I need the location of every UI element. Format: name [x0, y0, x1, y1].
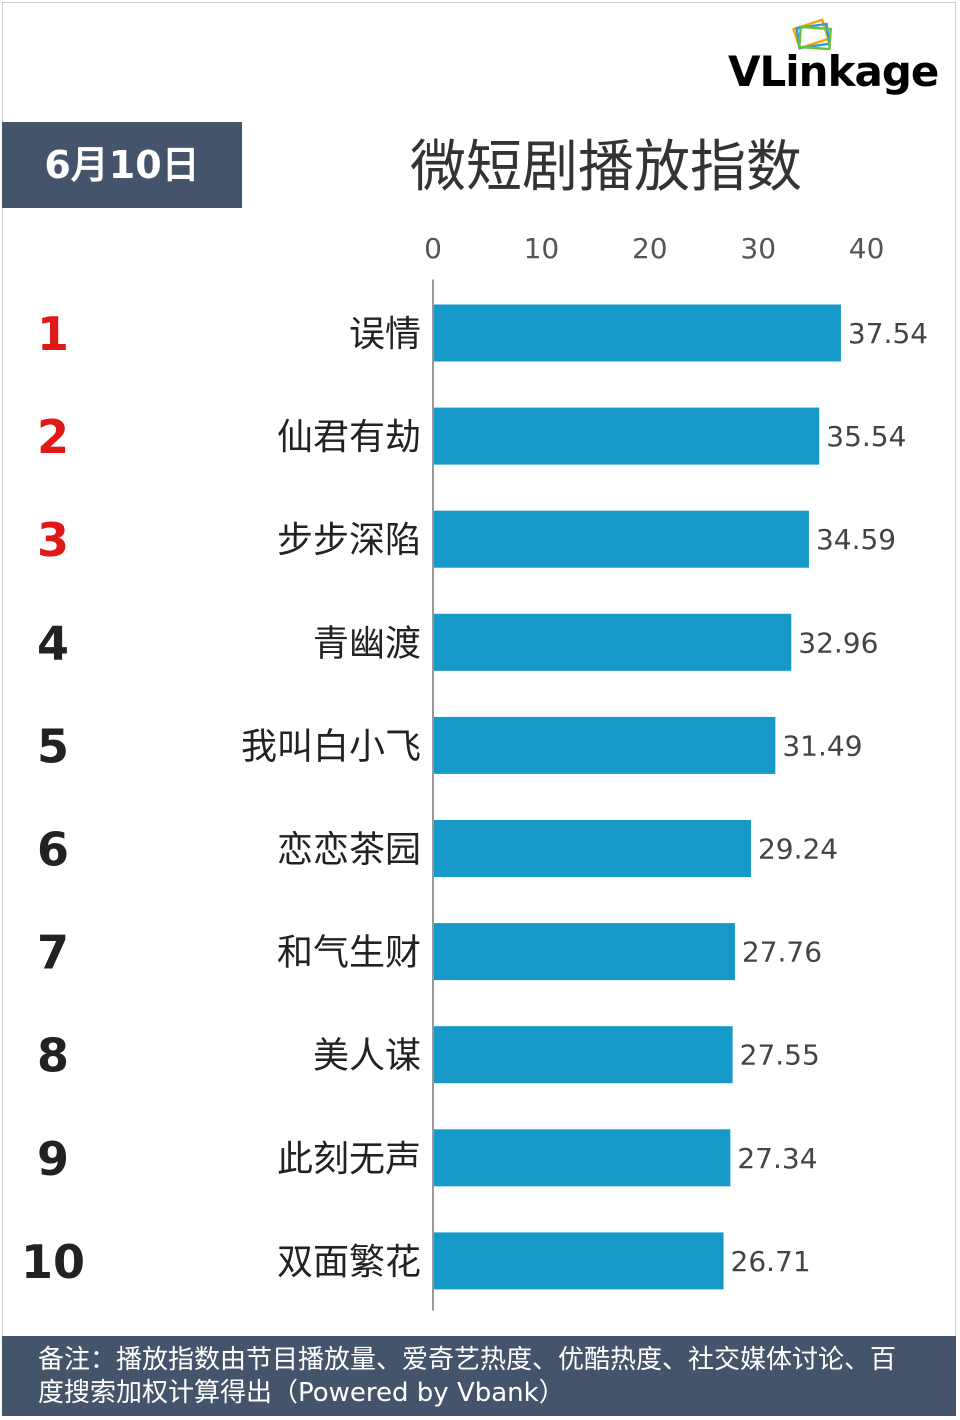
- category-label: 误情: [349, 314, 421, 355]
- rank-number: 10: [21, 1235, 85, 1289]
- bar-value-label: 31.49: [782, 729, 862, 762]
- category-label: 此刻无声: [277, 1139, 421, 1180]
- rank-number: 9: [37, 1132, 69, 1186]
- footer-note: 备注：播放指数由节目播放量、爱奇艺热度、优酷热度、社交媒体讨论、百度搜索加权计算…: [38, 1345, 897, 1408]
- bar: [434, 1129, 731, 1187]
- x-tick-label: 0: [424, 232, 442, 265]
- rank-number: 1: [37, 307, 69, 361]
- chart-title: 微短剧播放指数: [410, 135, 802, 200]
- x-tick-label: 30: [740, 232, 776, 265]
- rank-number: 2: [37, 410, 69, 464]
- category-label: 我叫白小飞: [241, 726, 421, 767]
- rank-number: 7: [37, 926, 69, 980]
- bar-value-label: 35.54: [826, 420, 906, 453]
- logo-text: VLinkage: [728, 47, 939, 96]
- date-label: 6月10日: [44, 143, 200, 187]
- bar: [434, 407, 820, 465]
- rank-number: 8: [37, 1029, 69, 1083]
- bar-value-label: 29.24: [758, 833, 838, 866]
- bar: [434, 820, 751, 877]
- rank-number: 3: [37, 513, 69, 567]
- category-label: 仙君有劫: [277, 417, 421, 458]
- bar-value-label: 27.34: [737, 1142, 817, 1175]
- bar: [434, 613, 792, 671]
- bar-value-label: 26.71: [731, 1245, 811, 1278]
- x-tick-label: 10: [524, 232, 560, 265]
- rank-number: 6: [37, 823, 69, 877]
- category-label: 恋恋茶园: [277, 830, 421, 871]
- rank-number: 5: [37, 719, 69, 773]
- x-tick-label: 20: [632, 232, 668, 265]
- bar: [434, 716, 776, 774]
- vlinkage-logo: VLinkage: [728, 18, 953, 100]
- bar: [434, 510, 809, 568]
- bar-value-label: 34.59: [816, 523, 896, 556]
- bar: [434, 1232, 724, 1290]
- x-tick-label: 40: [849, 232, 885, 265]
- bar-value-label: 37.54: [848, 317, 928, 350]
- category-label: 步步深陷: [277, 520, 421, 561]
- logo-cards-icon: [792, 18, 832, 51]
- bar-value-label: 27.76: [742, 936, 822, 969]
- category-label: 和气生财: [277, 933, 421, 974]
- rank-number: 4: [37, 616, 69, 670]
- bar-value-label: 27.55: [740, 1039, 820, 1072]
- category-label: 双面繁花: [277, 1242, 421, 1283]
- bar: [434, 304, 841, 362]
- bar-value-label: 32.96: [798, 626, 878, 659]
- date-badge: 6月10日: [2, 122, 242, 208]
- bar: [434, 923, 735, 981]
- footer-note-bar: 备注：播放指数由节目播放量、爱奇艺热度、优酷热度、社交媒体讨论、百度搜索加权计算…: [2, 1336, 956, 1416]
- ranking-bar-chart: 0 10 20 30 40 37.54 误情 1 35.54 仙君有劫 2 34.59 步步深陷 3 32.…: [21, 232, 928, 1311]
- category-label: 美人谋: [313, 1036, 421, 1077]
- category-label: 青幽渡: [313, 623, 421, 664]
- bar: [434, 1026, 733, 1084]
